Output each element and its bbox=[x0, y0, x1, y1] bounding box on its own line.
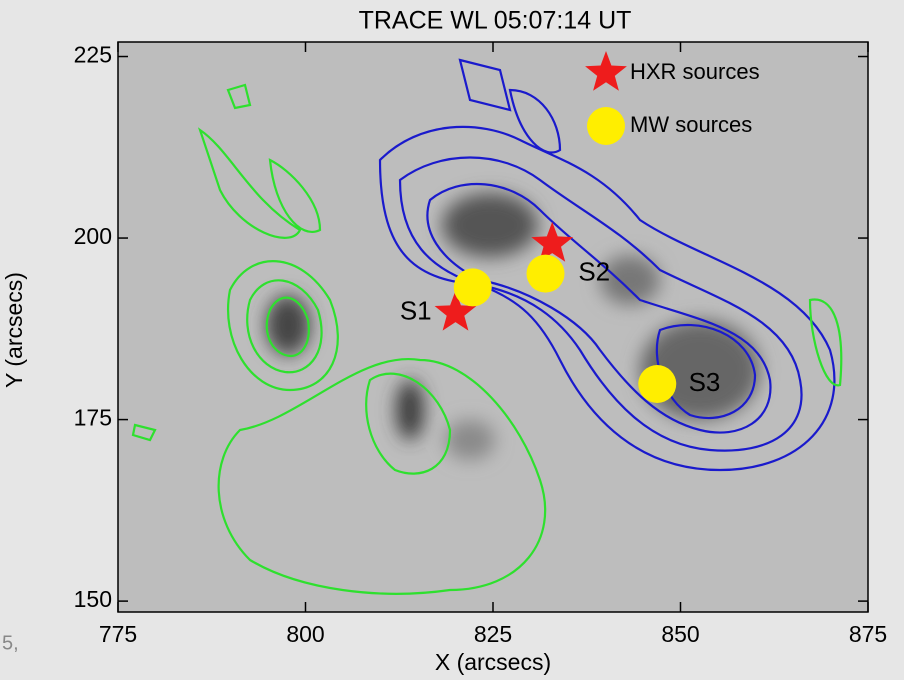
data-point bbox=[454, 268, 492, 306]
x-tick-label: 800 bbox=[286, 621, 324, 647]
y-tick-label: 200 bbox=[74, 223, 112, 249]
annotation: S1 bbox=[400, 296, 432, 326]
page: {"chart_data": {"type": "scatter", "titl… bbox=[0, 0, 904, 680]
x-tick-label: 825 bbox=[474, 621, 512, 647]
y-tick-label: 150 bbox=[74, 586, 112, 612]
data-point bbox=[638, 365, 676, 403]
page-fragment: 5, bbox=[2, 632, 19, 654]
legend-label: MW sources bbox=[630, 112, 752, 137]
annotation: S3 bbox=[689, 367, 721, 397]
x-tick-label: 875 bbox=[849, 621, 887, 647]
legend-label: HXR sources bbox=[630, 59, 760, 84]
chart: TRACE WL 05:07:14 UT X (arcsecs) Y (arcs… bbox=[0, 0, 904, 680]
annotation: S2 bbox=[578, 257, 610, 287]
data-point bbox=[527, 255, 565, 293]
y-tick-label: 225 bbox=[74, 42, 112, 68]
x-tick-label: 775 bbox=[99, 621, 137, 647]
legend-marker bbox=[587, 107, 625, 145]
chart-title: TRACE WL 05:07:14 UT bbox=[359, 7, 632, 35]
y-axis-label: Y (arcsecs) bbox=[1, 272, 27, 388]
y-tick-label: 175 bbox=[74, 405, 112, 431]
x-tick-label: 850 bbox=[661, 621, 699, 647]
image-layer bbox=[118, 42, 868, 612]
x-axis-label: X (arcsecs) bbox=[435, 649, 551, 675]
